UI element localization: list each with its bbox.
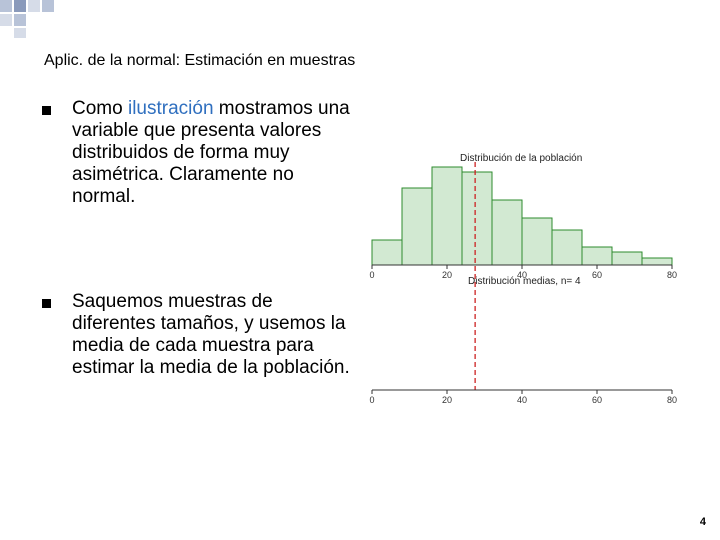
bar [491, 199, 523, 266]
bar [551, 229, 583, 266]
bar [401, 187, 433, 266]
chart-title: Distribución medias, n= 4 [468, 276, 581, 287]
slide-title: Aplic. de la normal: Estimación en muest… [44, 52, 356, 69]
link-text: ilustración [127, 98, 214, 119]
x-tick-label: 60 [592, 395, 602, 405]
bar [521, 217, 553, 266]
bullet: Saquemos muestras de diferentes tamaños,… [72, 291, 357, 379]
bar [461, 171, 493, 266]
page-number: 4 [699, 516, 706, 528]
x-tick-label: 40 [517, 395, 527, 405]
text: Como [72, 98, 128, 119]
x-tick-label: 0 [369, 270, 374, 280]
x-tick-label: 0 [369, 395, 374, 405]
x-tick-label: 60 [592, 270, 602, 280]
chart-title: Distribución de la población [460, 153, 582, 164]
bullet-marker [42, 106, 51, 115]
x-tick-label: 80 [667, 270, 677, 280]
x-tick-label: 40 [517, 270, 527, 280]
bullet: Como ilustración mostramos una variable … [72, 98, 357, 208]
x-tick-label: 80 [667, 395, 677, 405]
text: mostramos una variable que presenta valo… [72, 98, 350, 207]
bar [581, 246, 613, 266]
text: Saquemos muestras de diferentes tamaños,… [72, 291, 350, 378]
x-tick-label: 20 [442, 395, 452, 405]
bar [641, 257, 673, 266]
bar [371, 239, 403, 266]
decoration [0, 0, 54, 38]
bar [611, 251, 643, 266]
bullet-marker [42, 299, 51, 308]
bar [431, 166, 463, 266]
x-tick-label: 20 [442, 270, 452, 280]
chart: Distribución de la población 0 20 40 60 80 Dis… [369, 153, 677, 405]
